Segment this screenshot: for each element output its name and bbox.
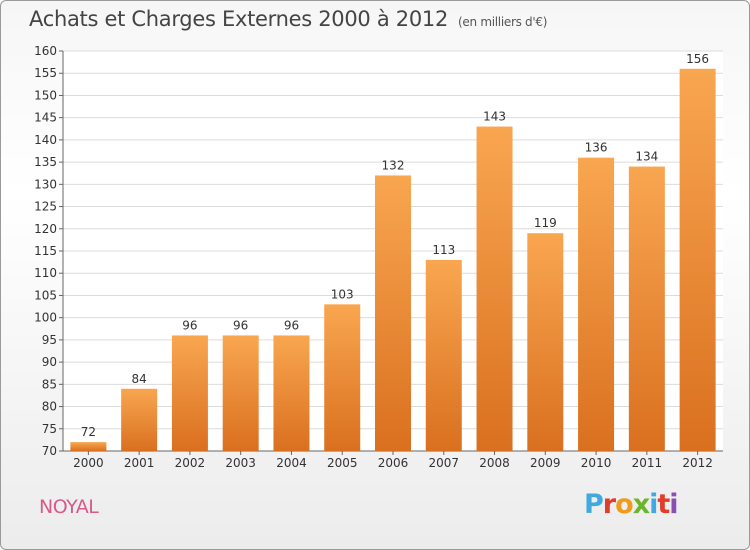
data-label-2007: 113 [432, 243, 455, 257]
x-tick-label: 2007 [428, 456, 459, 470]
data-label-2002: 96 [182, 318, 197, 332]
logo-letter: i [669, 489, 678, 520]
x-tick-label: 2002 [175, 456, 206, 470]
x-tick-label: 2011 [632, 456, 663, 470]
y-tick-label: 135 [34, 155, 57, 169]
bar-2012 [679, 68, 716, 452]
x-tick-label: 2010 [581, 456, 612, 470]
bar-2005 [324, 304, 361, 451]
x-tick-label: 2004 [276, 456, 307, 470]
y-tick-label: 140 [34, 133, 57, 147]
bar-2011 [628, 166, 665, 452]
x-tick-label: 2009 [530, 456, 561, 470]
y-tick-label: 150 [34, 88, 57, 102]
y-tick-label: 125 [34, 200, 57, 214]
y-tick-label: 130 [34, 177, 57, 191]
data-label-2006: 132 [382, 158, 405, 172]
y-tick-label: 90 [42, 355, 57, 369]
data-label-2004: 96 [284, 318, 299, 332]
chart-title-text: Achats et Charges Externes 2000 à 2012 [29, 7, 449, 31]
y-tick-label: 80 [42, 400, 57, 414]
y-tick-label: 70 [42, 444, 57, 458]
x-tick-label: 2001 [124, 456, 155, 470]
bar-2003 [222, 335, 259, 451]
bar-2008 [476, 126, 513, 452]
bar-2006 [375, 175, 411, 451]
data-label-2000: 72 [81, 425, 96, 439]
x-tick-label: 2003 [225, 456, 256, 470]
logo-letter: o [615, 489, 634, 520]
y-tick-label: 85 [42, 377, 57, 391]
bar-2001 [121, 388, 158, 451]
y-tick-label: 145 [34, 111, 57, 125]
y-tick-label: 75 [42, 422, 57, 436]
x-tick-label: 2006 [378, 456, 409, 470]
commune-name: NOYAL [39, 496, 99, 518]
x-tick-label: 2008 [479, 456, 510, 470]
y-tick-label: 100 [34, 311, 57, 325]
bar-2007 [425, 259, 462, 451]
x-tick-label: 2012 [682, 456, 713, 470]
x-tick-label: 2000 [73, 456, 104, 470]
bar-2010 [578, 157, 615, 451]
logo-letter: t [657, 489, 670, 520]
proxiti-logo[interactable]: Proxiti [584, 489, 679, 520]
logo-letter: x [632, 489, 650, 520]
data-label-2009: 119 [534, 216, 557, 230]
data-label-2001: 84 [132, 372, 147, 386]
y-tick-label: 120 [34, 222, 57, 236]
y-tick-label: 115 [34, 244, 57, 258]
y-tick-label: 110 [34, 266, 57, 280]
data-label-2012: 156 [686, 52, 709, 66]
bar-2000 [70, 442, 107, 451]
data-label-2003: 96 [233, 318, 248, 332]
y-tick-label: 155 [34, 66, 57, 80]
logo-letter: i [649, 489, 658, 520]
x-tick-label: 2005 [327, 456, 358, 470]
y-tick-label: 105 [34, 288, 57, 302]
bar-2004 [273, 335, 310, 451]
y-tick-label: 95 [42, 333, 57, 347]
bar-2009 [527, 233, 564, 451]
chart-unit: (en milliers d'€) [458, 15, 548, 29]
data-label-2010: 136 [585, 141, 608, 155]
logo-letter: r [602, 489, 616, 520]
logo-letter: P [584, 489, 604, 520]
data-label-2011: 134 [635, 150, 658, 164]
chart-title: Achats et Charges Externes 2000 à 2012 (e… [29, 7, 547, 31]
bar-2002 [171, 335, 208, 451]
data-label-2008: 143 [483, 110, 506, 124]
y-tick-label: 160 [34, 44, 57, 58]
data-label-2005: 103 [331, 287, 354, 301]
